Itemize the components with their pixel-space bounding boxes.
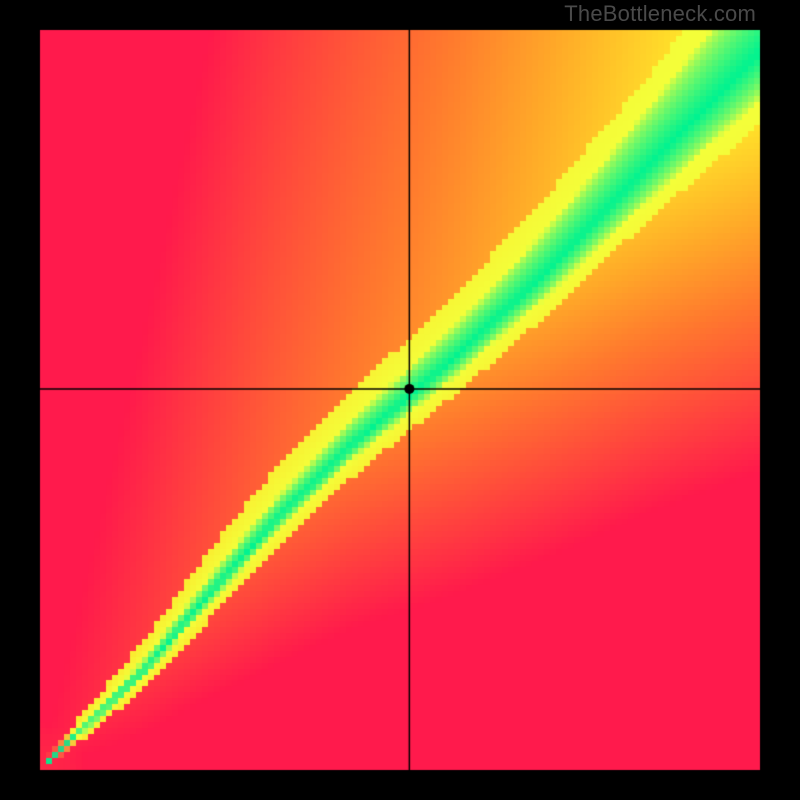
bottleneck-heatmap (0, 0, 800, 800)
watermark-label: TheBottleneck.com (564, 1, 756, 27)
